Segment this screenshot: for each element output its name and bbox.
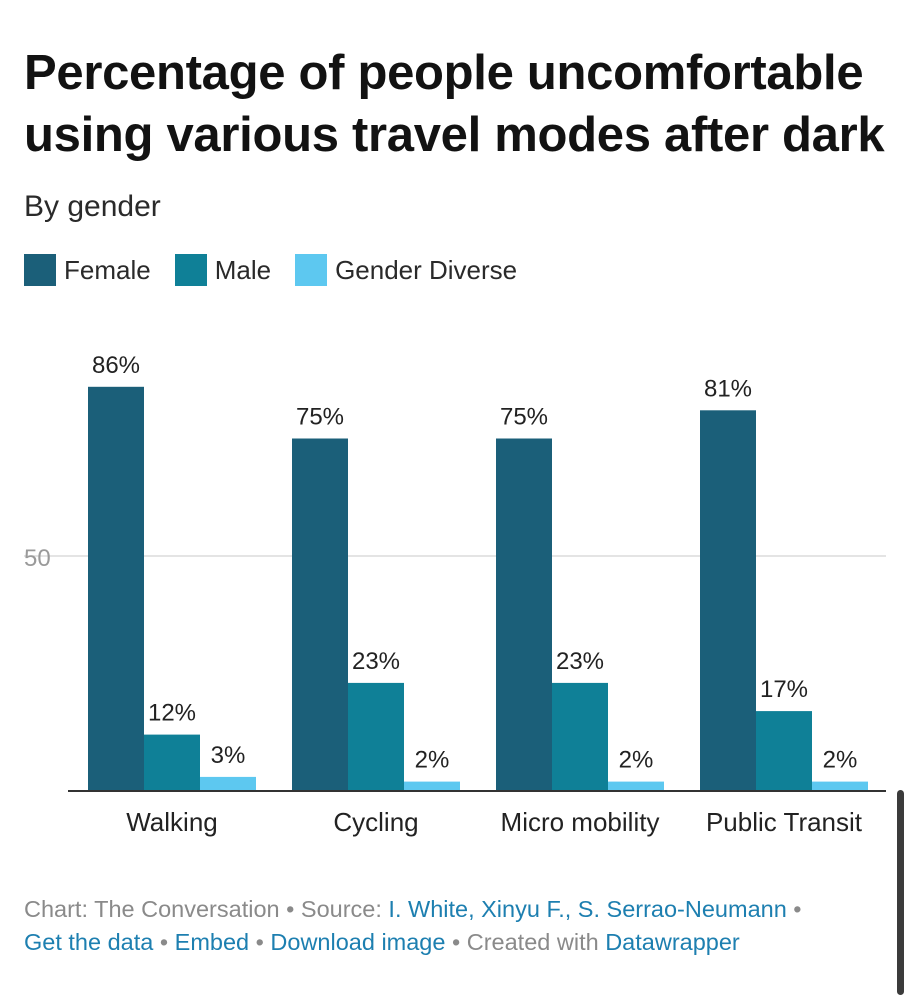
chart-legend: Female Male Gender Diverse <box>24 254 541 286</box>
bar-cycling-female <box>292 438 348 791</box>
data-label-cycling-female: 75% <box>296 404 344 431</box>
footer-separator: • <box>153 929 175 955</box>
bar-public-transit-gender-diverse <box>812 781 868 791</box>
bar-cycling-male <box>348 682 404 791</box>
bar-walking-male <box>144 734 200 791</box>
bar-cycling-gender-diverse <box>404 781 460 791</box>
bar-public-transit-male <box>756 711 812 791</box>
chart-footer: Chart: The Conversation • Source: I. Whi… <box>24 893 884 959</box>
x-tick-label-cycling: Cycling <box>333 807 418 837</box>
x-tick-label-walking: Walking <box>126 807 218 837</box>
data-label-walking-male: 12% <box>148 700 196 727</box>
chart-subtitle: By gender <box>24 190 161 223</box>
legend-swatch-female <box>24 254 56 286</box>
bar-walking-gender-diverse <box>200 776 256 791</box>
datawrapper-link[interactable]: Datawrapper <box>605 929 740 955</box>
bar-public-transit-female <box>700 410 756 791</box>
embed-link[interactable]: Embed <box>174 929 250 955</box>
chart-title: Percentage of people uncomfortable using… <box>24 46 885 162</box>
footer-chart-credit: Chart: The Conversation <box>24 896 280 922</box>
data-label-walking-gender-diverse: 3% <box>211 742 246 769</box>
bar-chart: 50 86% 12% 3% Walking 75% 23% 2% Cycling 75% 23% 2%… <box>24 352 886 837</box>
legend-label-male: Male <box>214 254 272 285</box>
bar-micro-mobility-gender-diverse <box>608 781 664 791</box>
bar-micro-mobility-female <box>496 438 552 791</box>
x-tick-label-micro-mobility: Micro mobility <box>501 807 660 837</box>
footer-separator: • <box>786 896 802 922</box>
download-image-link[interactable]: Download image <box>270 929 446 955</box>
data-label-micro-mobility-gender-diverse: 2% <box>619 747 654 774</box>
data-label-micro-mobility-female: 75% <box>500 404 548 431</box>
source-link[interactable]: I. White, Xinyu F., S. Serrao-Neumann <box>388 896 787 922</box>
legend-item-female: Female <box>24 254 151 286</box>
legend-item-gender-diverse: Gender Diverse <box>295 254 517 286</box>
bar-micro-mobility-male <box>552 682 608 791</box>
footer-source-label: Source: <box>300 896 389 922</box>
legend-swatch-male <box>174 254 207 286</box>
footer-separator: • <box>279 896 301 922</box>
data-label-micro-mobility-male: 23% <box>556 648 604 675</box>
data-label-public-transit-male: 17% <box>760 676 808 703</box>
footer-separator: • <box>445 929 467 955</box>
footer-separator: • <box>249 929 271 955</box>
legend-item-male: Male <box>174 254 272 286</box>
data-label-public-transit-female: 81% <box>704 375 752 402</box>
legend-label-gender-diverse: Gender Diverse <box>335 254 518 285</box>
legend-swatch-gender-diverse <box>295 254 328 286</box>
y-tick-label-50: 50 <box>24 545 51 572</box>
data-label-cycling-gender-diverse: 2% <box>415 747 450 774</box>
page-scrollbar[interactable] <box>897 790 904 995</box>
created-with-label: Created with <box>466 929 606 955</box>
bar-walking-female <box>88 386 144 791</box>
data-label-public-transit-gender-diverse: 2% <box>823 747 858 774</box>
legend-label-female: Female <box>64 254 151 285</box>
get-the-data-link[interactable]: Get the data <box>24 929 154 955</box>
x-tick-label-public-transit: Public Transit <box>706 807 863 837</box>
data-label-walking-female: 86% <box>92 352 140 379</box>
data-label-cycling-male: 23% <box>352 648 400 675</box>
